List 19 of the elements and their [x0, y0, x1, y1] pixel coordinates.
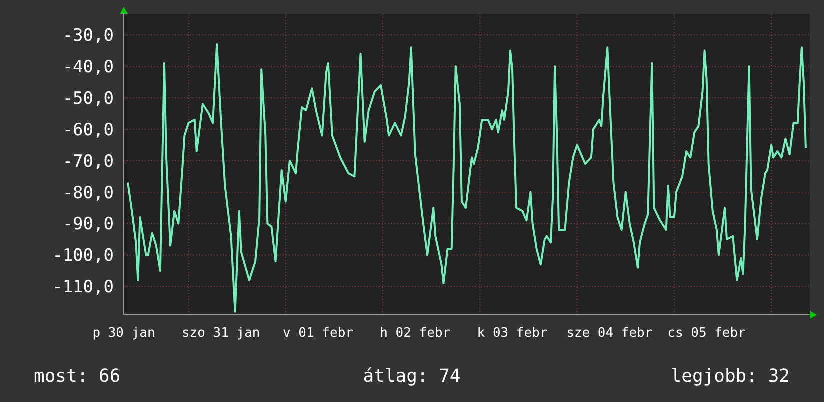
y-tick-label: -60,0: [62, 120, 114, 140]
y-tick-label: -80,0: [62, 183, 114, 204]
x-tick-label: k 03 febr: [477, 326, 548, 341]
text: átlag: 74: [363, 366, 461, 387]
x-tick-label: v 01 febr: [283, 326, 354, 341]
y-tick-label: -100,0: [52, 246, 114, 266]
y-tick-label: -110,0: [52, 278, 114, 298]
y-tick-label: -90,0: [62, 214, 114, 235]
text: most: 66: [34, 366, 121, 387]
text: legjobb: 32: [670, 366, 790, 387]
y-tick-label: -50,0: [62, 88, 114, 109]
y-tick-label: -30,0: [62, 26, 114, 46]
x-tick-label: szo 31 jan: [182, 326, 260, 341]
y-tick-label: -70,0: [62, 152, 114, 172]
x-tick-label: h 02 febr: [380, 326, 451, 341]
x-tick-label: p 30 jan: [92, 326, 156, 341]
x-tick-label: cs 05 febr: [668, 326, 746, 341]
y-tick-label: -40,0: [62, 57, 114, 78]
x-tick-label: sze 04 febr: [566, 326, 653, 341]
